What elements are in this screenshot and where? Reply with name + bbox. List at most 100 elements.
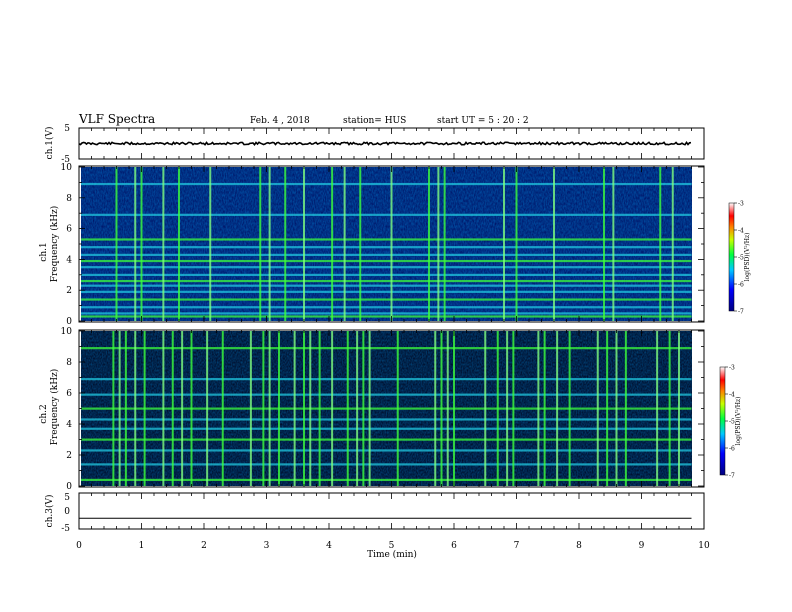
colorbar-tick-label: -6 <box>729 446 735 453</box>
vertical-burst <box>259 167 262 321</box>
vertical-burst <box>596 331 599 486</box>
start-time-label: start UT = 5 : 20 : 2 <box>437 116 529 126</box>
time-tick-label: 7 <box>514 541 520 551</box>
ch1-spectrogram-ticks <box>78 166 705 322</box>
time-tick-label: 6 <box>451 541 457 551</box>
vertical-burst <box>209 167 212 321</box>
horizontal-tone-line <box>81 253 692 256</box>
ch2-spectrogram-channel-label: ch.2 <box>39 404 49 423</box>
vertical-burst <box>134 167 137 321</box>
vertical-burst <box>512 331 515 486</box>
vertical-burst <box>503 167 505 321</box>
vertical-burst <box>343 167 346 321</box>
ch3-ytick-middle: 0 <box>64 507 70 517</box>
frequency-tick-label: 4 <box>66 420 72 430</box>
ch1-waveform-trace <box>78 140 692 147</box>
time-tick-label: 2 <box>201 541 207 551</box>
horizontal-tone-line <box>81 290 692 293</box>
vertical-burst <box>171 331 174 486</box>
vertical-burst <box>309 331 312 486</box>
colorbar-tick-label: -5 <box>729 419 735 426</box>
ch1-colorbar-label: log(PSD)(V²/Hz) <box>744 233 751 282</box>
vertical-burst <box>484 331 487 486</box>
vertical-burst <box>659 167 662 321</box>
ch1-colorbar: -3 -4 -5 -6 -7 log(PSD)(V²/Hz) <box>728 201 751 316</box>
ch2-spectrogram-ylabel: Frequency (kHz) <box>49 369 60 446</box>
horizontal-tone-line <box>81 407 692 410</box>
date-label: Feb. 4 , 2018 <box>250 116 310 126</box>
vertical-burst <box>134 331 137 486</box>
time-tick-label: 0 <box>76 541 82 551</box>
horizontal-tone-line <box>81 259 692 263</box>
colorbar-tick-label: -3 <box>738 201 744 208</box>
horizontal-tone-line <box>81 347 692 350</box>
ch1-ytick-bottom: -5 <box>61 155 70 165</box>
vertical-burst <box>656 331 659 486</box>
vertical-burst <box>268 331 271 486</box>
horizontal-tone-line <box>81 284 692 287</box>
vertical-burst <box>603 167 605 321</box>
horizontal-tone-line <box>81 298 692 301</box>
ch1-spectrogram-noise <box>81 167 692 321</box>
ch3-ytick-top: 5 <box>64 493 70 503</box>
ch2-spectrogram-ytick-labels: 0 2 4 6 8 10 <box>61 327 73 492</box>
horizontal-tone-line <box>81 273 692 276</box>
horizontal-tone-line <box>81 312 692 315</box>
colorbar-tick-label: -5 <box>738 255 744 262</box>
vertical-burst <box>390 167 393 321</box>
time-tick-label: 9 <box>639 541 645 551</box>
horizontal-tone-line <box>81 182 692 186</box>
ch1-colorbar-ticks: -3 -4 -5 -6 -7 <box>734 201 744 316</box>
vertical-burst <box>318 331 321 486</box>
ch2-colorbar: -3 -4 -5 -6 -7 log(PSD)(V²/Hz) <box>719 365 742 480</box>
vertical-burst <box>346 331 349 486</box>
vertical-burst <box>124 331 127 486</box>
vertical-burst <box>303 331 305 486</box>
vertical-burst <box>543 331 546 486</box>
vertical-burst <box>437 167 440 321</box>
ch1-waveform-ticks <box>78 128 705 159</box>
colorbar-tick-label: -4 <box>729 392 735 399</box>
vertical-burst <box>624 331 627 486</box>
horizontal-tone-line <box>81 463 692 466</box>
frequency-tick-label: 10 <box>61 163 73 173</box>
ch2-colorbar-ticks: -3 -4 -5 -6 -7 <box>725 365 735 480</box>
time-tick-label: 3 <box>264 541 270 551</box>
ch1-spectrogram-ylabel: Frequency (kHz) <box>49 206 60 283</box>
vertical-burst <box>359 167 362 321</box>
frequency-tick-label: 2 <box>66 451 72 461</box>
vertical-burst <box>612 167 615 321</box>
vertical-burst <box>396 331 399 486</box>
vertical-burst <box>553 167 555 321</box>
vertical-burst <box>221 331 224 486</box>
horizontal-tone-line <box>81 279 692 283</box>
vertical-burst <box>143 331 146 486</box>
time-tick-label: 5 <box>389 541 395 551</box>
frequency-tick-label: 4 <box>66 255 72 265</box>
frequency-tick-label: 0 <box>66 317 72 327</box>
colorbar-tick-label: -4 <box>738 228 744 235</box>
ch1-waveform-panel: 5 -5 ch.1(V) <box>44 124 705 165</box>
ch2-colorbar-label: log(PSD)(V²/Hz) <box>735 397 742 446</box>
station-label: station= HUS <box>343 116 406 126</box>
colorbar-tick-label: -3 <box>729 365 735 372</box>
ch3-waveform-panel: 5 0 -5 ch.3(V) 0 1 2 3 4 5 6 7 8 9 10 Time (min) <box>44 492 710 560</box>
vertical-burst <box>118 331 121 486</box>
ch2-spectrogram-panel: 0 2 4 6 8 10 ch.2 Frequency (kHz) <box>39 327 705 492</box>
frequency-tick-label: 0 <box>66 482 72 492</box>
horizontal-tone-line <box>81 246 692 249</box>
frequency-tick-label: 6 <box>66 389 72 399</box>
frequency-tick-label: 8 <box>66 358 72 368</box>
time-axis-tick-labels: 0 1 2 3 4 5 6 7 8 9 10 <box>76 541 710 551</box>
vertical-burst <box>162 331 165 486</box>
vertical-burst <box>162 167 165 321</box>
time-tick-label: 4 <box>326 541 332 551</box>
ch3-ytick-bottom: -5 <box>61 524 70 534</box>
vertical-burst <box>190 331 193 486</box>
vertical-burst <box>181 331 184 486</box>
vertical-burst <box>331 331 334 486</box>
time-tick-label: 1 <box>139 541 145 551</box>
frequency-tick-label: 8 <box>66 194 72 204</box>
horizontal-tone-line <box>81 238 692 241</box>
